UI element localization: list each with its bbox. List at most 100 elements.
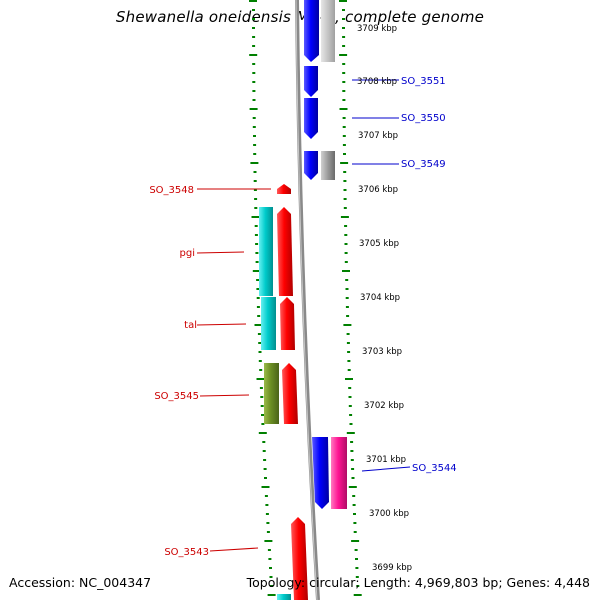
minor-tick: [259, 369, 263, 371]
genome-backbone: [295, 0, 320, 600]
major-tick: [267, 594, 276, 596]
minor-tick: [254, 234, 258, 236]
gene-label-so3543: SO_3543: [164, 547, 209, 558]
gene-feature-so3545-olive: [264, 363, 279, 424]
major-tick: [249, 54, 258, 56]
major-tick: [249, 0, 257, 2]
gene-arrow-pgi: [277, 207, 293, 296]
minor-tick: [342, 117, 346, 119]
minor-tick: [347, 369, 351, 371]
minor-tick: [350, 459, 354, 461]
tick-marks-right: [339, 0, 362, 596]
minor-tick: [342, 72, 346, 74]
major-tick: [340, 216, 349, 218]
gene-feature-so3544-magenta: [331, 437, 347, 509]
major-tick: [250, 162, 259, 164]
minor-tick: [263, 468, 267, 470]
minor-tick: [343, 198, 347, 200]
major-tick: [264, 540, 273, 542]
minor-tick: [263, 459, 267, 461]
minor-tick: [252, 63, 256, 65]
minor-tick: [342, 90, 346, 92]
minor-tick: [347, 360, 351, 362]
minor-tick: [256, 297, 260, 299]
minor-tick: [253, 180, 257, 182]
minor-tick: [252, 36, 256, 38]
minor-tick: [270, 585, 274, 587]
gene-arrow-so3551: [304, 66, 318, 97]
major-tick: [342, 270, 350, 272]
major-tick: [256, 378, 265, 380]
minor-tick: [268, 558, 272, 560]
minor-tick: [344, 261, 348, 263]
minor-tick: [257, 315, 261, 317]
minor-tick: [352, 495, 356, 497]
minor-tick: [342, 144, 346, 146]
minor-tick: [252, 72, 256, 74]
minor-tick: [349, 414, 353, 416]
minor-tick: [346, 342, 350, 344]
forward-strand-genes: [259, 184, 308, 600]
minor-tick: [254, 225, 258, 227]
major-tick: [258, 432, 267, 434]
gene-arrow-so3544: [312, 437, 329, 509]
minor-tick: [342, 135, 346, 137]
gene-feature-so3543-cyan: [277, 594, 291, 600]
minor-tick: [345, 279, 349, 281]
minor-tick: [269, 567, 272, 569]
kbp-label: 3701 kbp: [366, 455, 406, 465]
minor-tick: [342, 9, 345, 11]
minor-tick: [346, 333, 350, 335]
minor-tick: [253, 189, 257, 191]
gene-label-pgi: pgi: [180, 248, 195, 259]
minor-tick: [252, 45, 256, 47]
minor-tick: [351, 477, 355, 479]
minor-tick: [342, 36, 346, 38]
gene-feature-tal-cyan: [261, 297, 276, 350]
minor-tick: [258, 342, 262, 344]
minor-tick: [354, 549, 358, 551]
minor-tick: [252, 9, 255, 11]
kbp-label: 3699 kbp: [372, 563, 412, 573]
reverse-strand-genes: [304, 0, 347, 509]
minor-tick: [355, 567, 359, 569]
major-tick: [343, 324, 352, 326]
kbp-label: 3700 kbp: [369, 509, 409, 519]
minor-tick: [253, 153, 257, 155]
minor-tick: [256, 288, 260, 290]
minor-tick: [260, 405, 264, 407]
kbp-label: 3705 kbp: [359, 239, 399, 249]
gene-label-so3549: SO_3549: [401, 159, 446, 170]
minor-tick: [355, 576, 359, 578]
tick-marks-left: [249, 0, 276, 596]
minor-tick: [256, 306, 260, 308]
minor-tick: [345, 288, 349, 290]
minor-tick: [343, 153, 346, 155]
minor-tick: [264, 495, 268, 497]
major-tick: [261, 486, 270, 488]
minor-tick: [353, 513, 356, 515]
minor-tick: [342, 45, 346, 47]
kbp-label: 3703 kbp: [362, 347, 402, 357]
kbp-label: 3702 kbp: [364, 401, 404, 411]
minor-tick: [252, 117, 256, 119]
minor-tick: [342, 126, 346, 128]
minor-tick: [255, 261, 259, 263]
minor-tick: [350, 441, 354, 443]
minor-tick: [252, 126, 256, 128]
minor-tick: [255, 243, 259, 245]
minor-tick: [256, 279, 260, 281]
gene-feature-top-lightgray: [321, 0, 335, 62]
gene-arrow-so3543: [291, 517, 308, 600]
major-tick: [345, 378, 353, 380]
minor-tick: [258, 360, 262, 362]
minor-tick: [252, 90, 256, 92]
kbp-scale-labels: 3709 kbp 3708 kbp 3707 kbp 3706 kbp 3705…: [357, 24, 412, 573]
minor-tick: [253, 144, 257, 146]
accession-text: Accession: NC_004347: [9, 575, 152, 590]
major-tick: [251, 216, 260, 218]
minor-tick: [252, 27, 255, 29]
minor-tick: [258, 351, 262, 353]
minor-tick: [351, 468, 355, 470]
